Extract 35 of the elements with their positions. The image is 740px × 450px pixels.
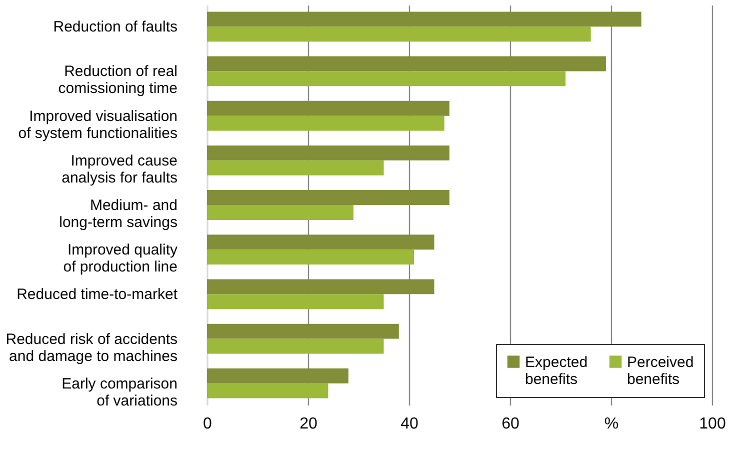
y-tick-label: Reduced time-to-market <box>16 286 178 304</box>
x-tick-label: % <box>604 416 619 432</box>
legend-label: Perceived benefits <box>627 354 694 388</box>
x-tick-label: 100 <box>699 416 726 432</box>
y-tick-label: Improved quality of production line <box>63 242 178 276</box>
bar <box>207 250 414 265</box>
y-tick-label: Early comparison of variations <box>62 375 178 410</box>
bar <box>207 279 434 294</box>
x-tick-label: 20 <box>300 416 318 432</box>
bar <box>207 234 434 250</box>
y-tick-label: Reduction of faults <box>53 18 178 36</box>
y-tick-label: Improved visualisation of system functionalities <box>18 108 178 142</box>
bar <box>207 338 384 354</box>
bar <box>207 190 450 205</box>
bar <box>207 383 328 398</box>
bar <box>207 26 591 42</box>
x-tick-label: 60 <box>502 416 520 432</box>
y-tick-label: Reduced risk of accidents and damage to machines <box>6 330 178 365</box>
bar <box>207 12 642 27</box>
bar <box>207 145 450 160</box>
y-tick-label: Medium- and long-term savings <box>59 197 178 231</box>
y-tick-label: Improved cause analysis for faults <box>62 152 178 186</box>
bar <box>207 71 566 86</box>
bar <box>207 205 354 220</box>
bar <box>207 116 444 131</box>
bar <box>207 56 606 72</box>
bar <box>207 160 384 176</box>
x-tick-label: 40 <box>400 416 418 432</box>
bar <box>207 324 399 339</box>
bar <box>207 294 384 310</box>
bar <box>207 100 450 116</box>
x-tick-label: 0 <box>203 416 212 432</box>
bar <box>207 368 348 384</box>
y-tick-label: Reduction of real comissioning time <box>58 63 178 98</box>
legend-label: Expected benefits <box>525 354 588 388</box>
